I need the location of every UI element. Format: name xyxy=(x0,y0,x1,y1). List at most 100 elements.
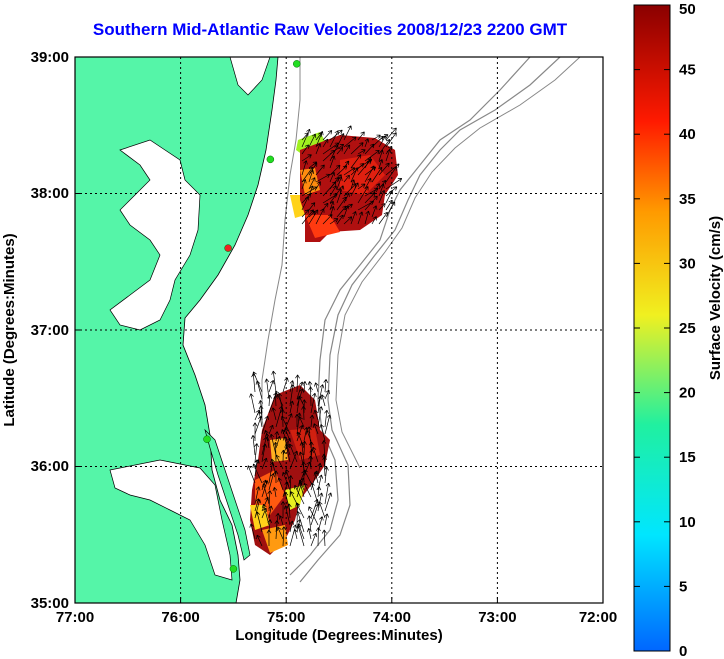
velocity-vector xyxy=(378,189,386,204)
velocity-vector xyxy=(261,483,270,505)
velocity-vector xyxy=(310,503,320,526)
velocity-vector xyxy=(343,125,352,141)
velocity-vector xyxy=(268,392,278,414)
y-axis-label: Latitude (Degrees:Minutes) xyxy=(1,233,18,426)
velocity-vector xyxy=(336,165,348,176)
y-tick-label: 39:00 xyxy=(31,49,69,66)
bathymetry-contour-4 xyxy=(261,57,301,461)
velocity-vector xyxy=(371,166,383,183)
velocity-vector xyxy=(343,144,351,155)
velocity-vector xyxy=(247,465,256,484)
velocity-vector xyxy=(357,149,366,155)
velocity-vector xyxy=(296,511,305,533)
velocity-vector xyxy=(378,149,384,162)
velocity-vector xyxy=(315,164,325,176)
velocity-vector xyxy=(273,470,279,484)
velocity-vector xyxy=(308,441,314,456)
velocity-vector xyxy=(288,475,294,498)
velocity-vector xyxy=(385,166,397,183)
velocity-vector xyxy=(271,407,277,421)
velocity-vector xyxy=(277,477,284,491)
velocity-vector xyxy=(298,416,305,428)
velocity-vector xyxy=(268,473,276,491)
velocity-vector xyxy=(261,436,268,456)
colorbar-tick-label: 5 xyxy=(679,578,687,595)
y-tick-label: 37:00 xyxy=(31,322,69,339)
velocity-vector xyxy=(357,211,364,225)
velocity-vector xyxy=(385,127,397,141)
velocity-vector xyxy=(364,210,371,225)
velocity-vector xyxy=(315,143,322,155)
velocity-vector xyxy=(308,209,319,225)
velocity-vector xyxy=(317,384,325,407)
velocity-vector xyxy=(288,443,298,463)
plot-title: Southern Mid-Atlantic Raw Velocities 200… xyxy=(92,20,568,39)
x-tick-label: 74:00 xyxy=(373,609,411,626)
x-tick-label: 72:00 xyxy=(579,609,617,626)
velocity-vector xyxy=(308,386,313,407)
velocity-vector xyxy=(329,218,339,225)
velocity-vector xyxy=(336,147,344,155)
velocity-vector xyxy=(357,131,365,141)
velocity-vector xyxy=(371,205,378,218)
velocity-vector xyxy=(343,205,350,218)
velocity-vector xyxy=(296,431,305,449)
colorbar-tick-label: 35 xyxy=(679,191,696,208)
velocity-vector xyxy=(261,507,267,519)
velocity-vector xyxy=(385,178,403,190)
y-tick-label: 36:00 xyxy=(31,458,69,475)
velocity-vector xyxy=(329,130,339,148)
velocity-vector xyxy=(301,209,310,218)
velocity-vector xyxy=(280,501,286,519)
velocity-vector xyxy=(319,424,326,442)
velocity-vector xyxy=(301,160,308,176)
velocity-vector xyxy=(343,160,350,169)
velocity-vector xyxy=(250,435,256,456)
velocity-vector xyxy=(301,405,306,421)
colorbar-tick-label: 20 xyxy=(679,385,696,402)
velocity-vector xyxy=(385,148,392,162)
velocity-vector xyxy=(252,463,263,484)
velocity-vector xyxy=(324,389,330,400)
velocity-vector xyxy=(329,185,337,197)
velocity-vector xyxy=(310,498,319,519)
velocity-vector xyxy=(324,482,331,505)
colorbar-tick-label: 25 xyxy=(679,320,696,337)
velocity-vector xyxy=(301,154,312,162)
velocity-vector xyxy=(289,400,295,414)
velocity-vector xyxy=(385,132,397,148)
bathymetry-contour-3 xyxy=(335,57,581,469)
velocity-vector xyxy=(269,433,277,456)
velocity-vector xyxy=(303,482,312,498)
x-tick-label: 73:00 xyxy=(478,609,516,626)
velocity-vector xyxy=(322,138,329,148)
velocity-vector xyxy=(350,154,362,169)
velocity-vector xyxy=(276,526,284,540)
velocity-vector xyxy=(275,435,282,449)
velocity-vector xyxy=(296,412,302,435)
velocity-vector xyxy=(274,520,280,540)
colorbar-tick-label: 50 xyxy=(679,1,696,18)
velocity-vector xyxy=(301,196,310,211)
velocity-vector xyxy=(281,526,287,547)
velocity-vector xyxy=(315,173,331,183)
colorbar-tick-label: 45 xyxy=(679,62,696,79)
velocity-vector xyxy=(255,380,263,400)
velocity-vector xyxy=(329,155,336,169)
velocity-vector xyxy=(268,461,275,484)
velocity-vector xyxy=(256,534,263,547)
velocity-vector xyxy=(299,441,305,463)
colorbar-tick-label: 10 xyxy=(679,514,696,531)
velocity-vector xyxy=(315,130,324,148)
colorbar-tick-label: 0 xyxy=(679,643,687,659)
velocity-vector xyxy=(314,382,319,393)
velocity-vector xyxy=(313,409,319,421)
velocity-vector xyxy=(308,177,316,190)
velocity-vector xyxy=(343,167,356,176)
velocity-vector xyxy=(310,392,317,414)
velocity-vector xyxy=(343,174,350,183)
velocity-vector xyxy=(364,138,370,148)
colorbar-tick-label: 40 xyxy=(679,126,696,143)
velocity-vector xyxy=(290,491,298,505)
